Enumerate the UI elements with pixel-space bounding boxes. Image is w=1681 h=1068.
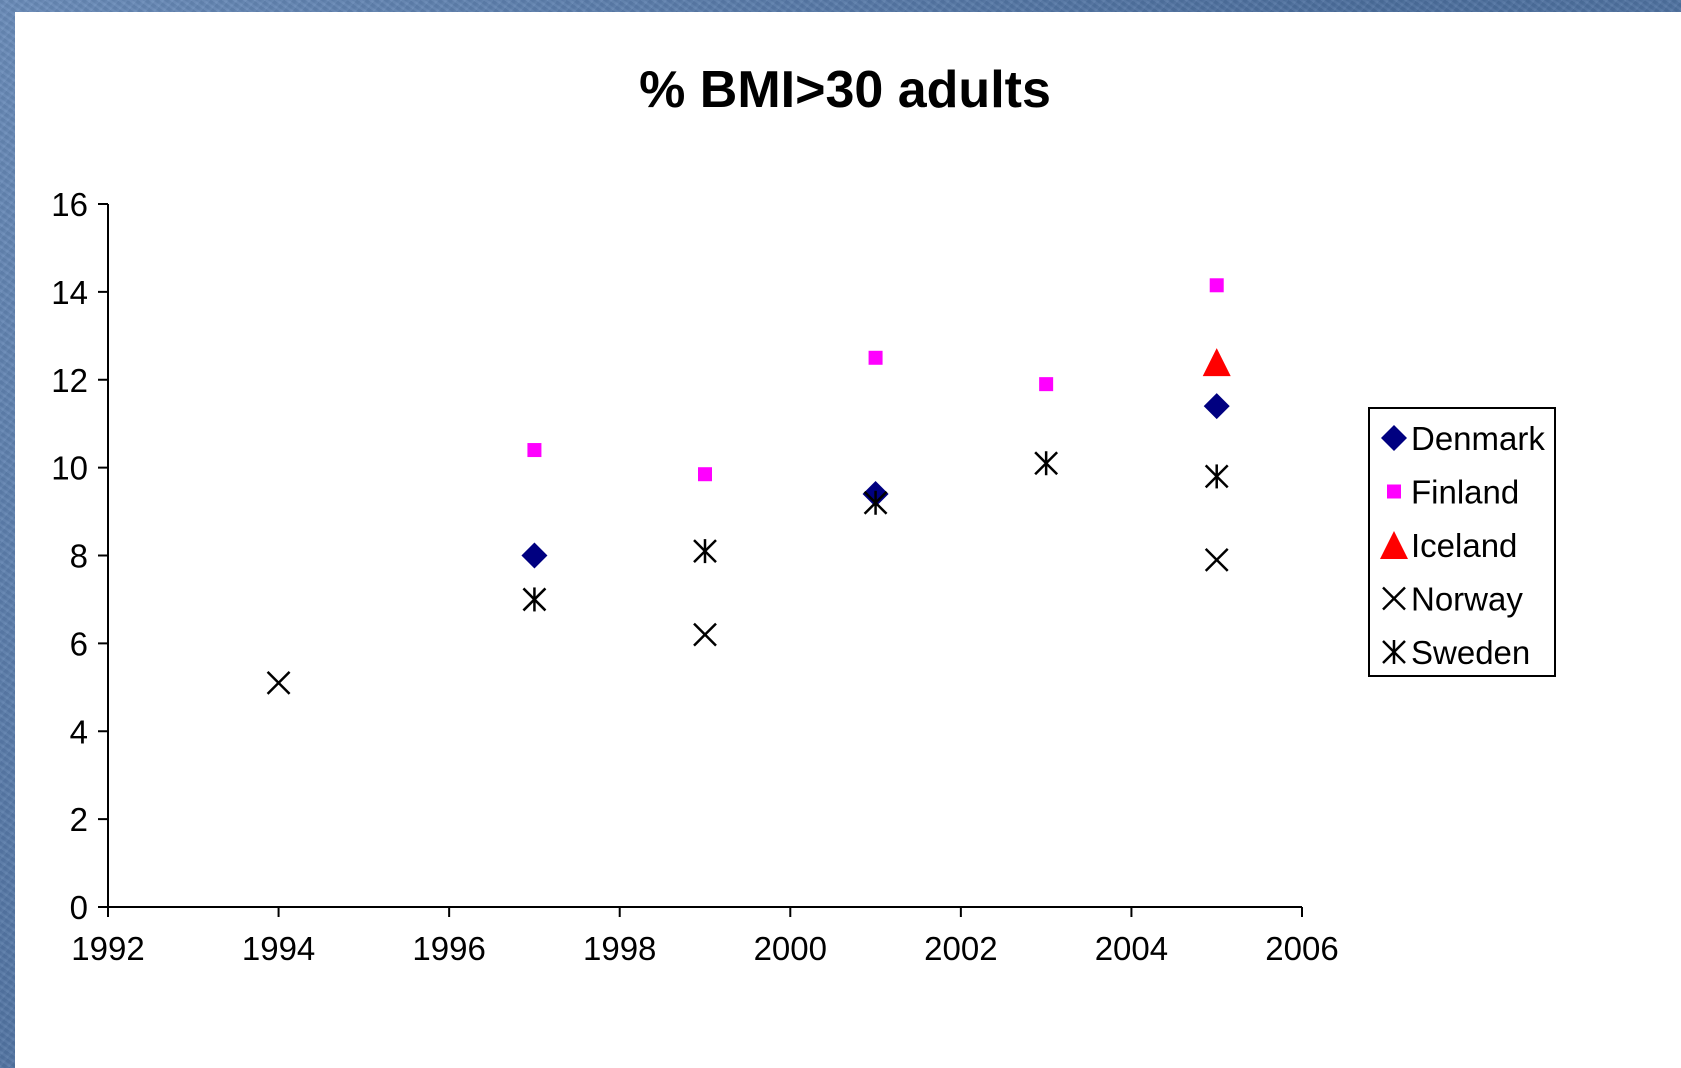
data-marks <box>266 278 1231 695</box>
legend-label-sweden: Sweden <box>1411 634 1530 671</box>
x-tick-label: 1996 <box>412 930 485 967</box>
x-tick-label: 2002 <box>924 930 997 967</box>
sweden-point <box>693 539 717 564</box>
chart-title: % BMI>30 adults <box>639 61 1051 119</box>
norway-point <box>266 671 291 695</box>
legend-marker-norway <box>1382 586 1406 611</box>
finland-point <box>868 350 883 365</box>
sweden-point <box>863 490 888 515</box>
legend-box <box>1368 407 1556 677</box>
x-tick-label: 2000 <box>754 930 827 967</box>
axes: 0 2 4 6 8 10 12 14 16 1992 1994 1996 1998 2000 2002 200… <box>51 186 1338 967</box>
sweden-point <box>522 587 547 612</box>
norway-point <box>693 622 717 647</box>
chart-area: % BMI>30 adults 0 2 4 6 8 10 12 14 16 1992 1994 199… <box>15 12 1681 1068</box>
iceland-point <box>1202 348 1231 377</box>
y-tick-label: 8 <box>70 538 88 575</box>
legend-label-iceland: Iceland <box>1411 527 1517 564</box>
finland-point <box>698 467 712 482</box>
norway-point <box>1204 548 1229 572</box>
sweden-point <box>1204 464 1229 489</box>
legend-marker-sweden <box>1382 640 1406 664</box>
y-tick-label: 10 <box>51 450 88 487</box>
finland-point <box>1039 377 1054 392</box>
x-tick-label: 1992 <box>71 930 144 967</box>
y-tick-label: 16 <box>51 186 88 223</box>
legend-label-denmark: Denmark <box>1411 420 1545 457</box>
denmark-point <box>1203 393 1230 420</box>
y-tick-label: 6 <box>70 625 88 662</box>
scatter-chart: % BMI>30 adults 0 2 4 6 8 10 12 14 16 1992 1994 199… <box>51 61 1556 967</box>
x-tick-label: 2006 <box>1265 930 1338 967</box>
y-tick-label: 2 <box>70 801 88 838</box>
legend: Denmark Finland Iceland Norway Sweden <box>1368 407 1556 677</box>
y-tick-label: 4 <box>70 713 88 750</box>
y-tick-label: 14 <box>51 274 88 311</box>
legend-marker-finland <box>1387 484 1401 499</box>
finland-point <box>1209 278 1224 293</box>
y-tick-label: 12 <box>51 362 88 399</box>
sweden-point <box>1034 451 1059 476</box>
x-tick-label: 1994 <box>242 930 315 967</box>
legend-marker-iceland <box>1380 531 1408 559</box>
legend-label-finland: Finland <box>1411 474 1519 511</box>
x-tick-label: 2004 <box>1095 930 1168 967</box>
denmark-point <box>521 542 548 569</box>
x-tick-label: 1998 <box>583 930 656 967</box>
finland-point <box>527 443 542 458</box>
legend-marker-denmark <box>1381 425 1407 451</box>
y-tick-label: 0 <box>70 889 88 926</box>
legend-label-norway: Norway <box>1411 581 1523 618</box>
